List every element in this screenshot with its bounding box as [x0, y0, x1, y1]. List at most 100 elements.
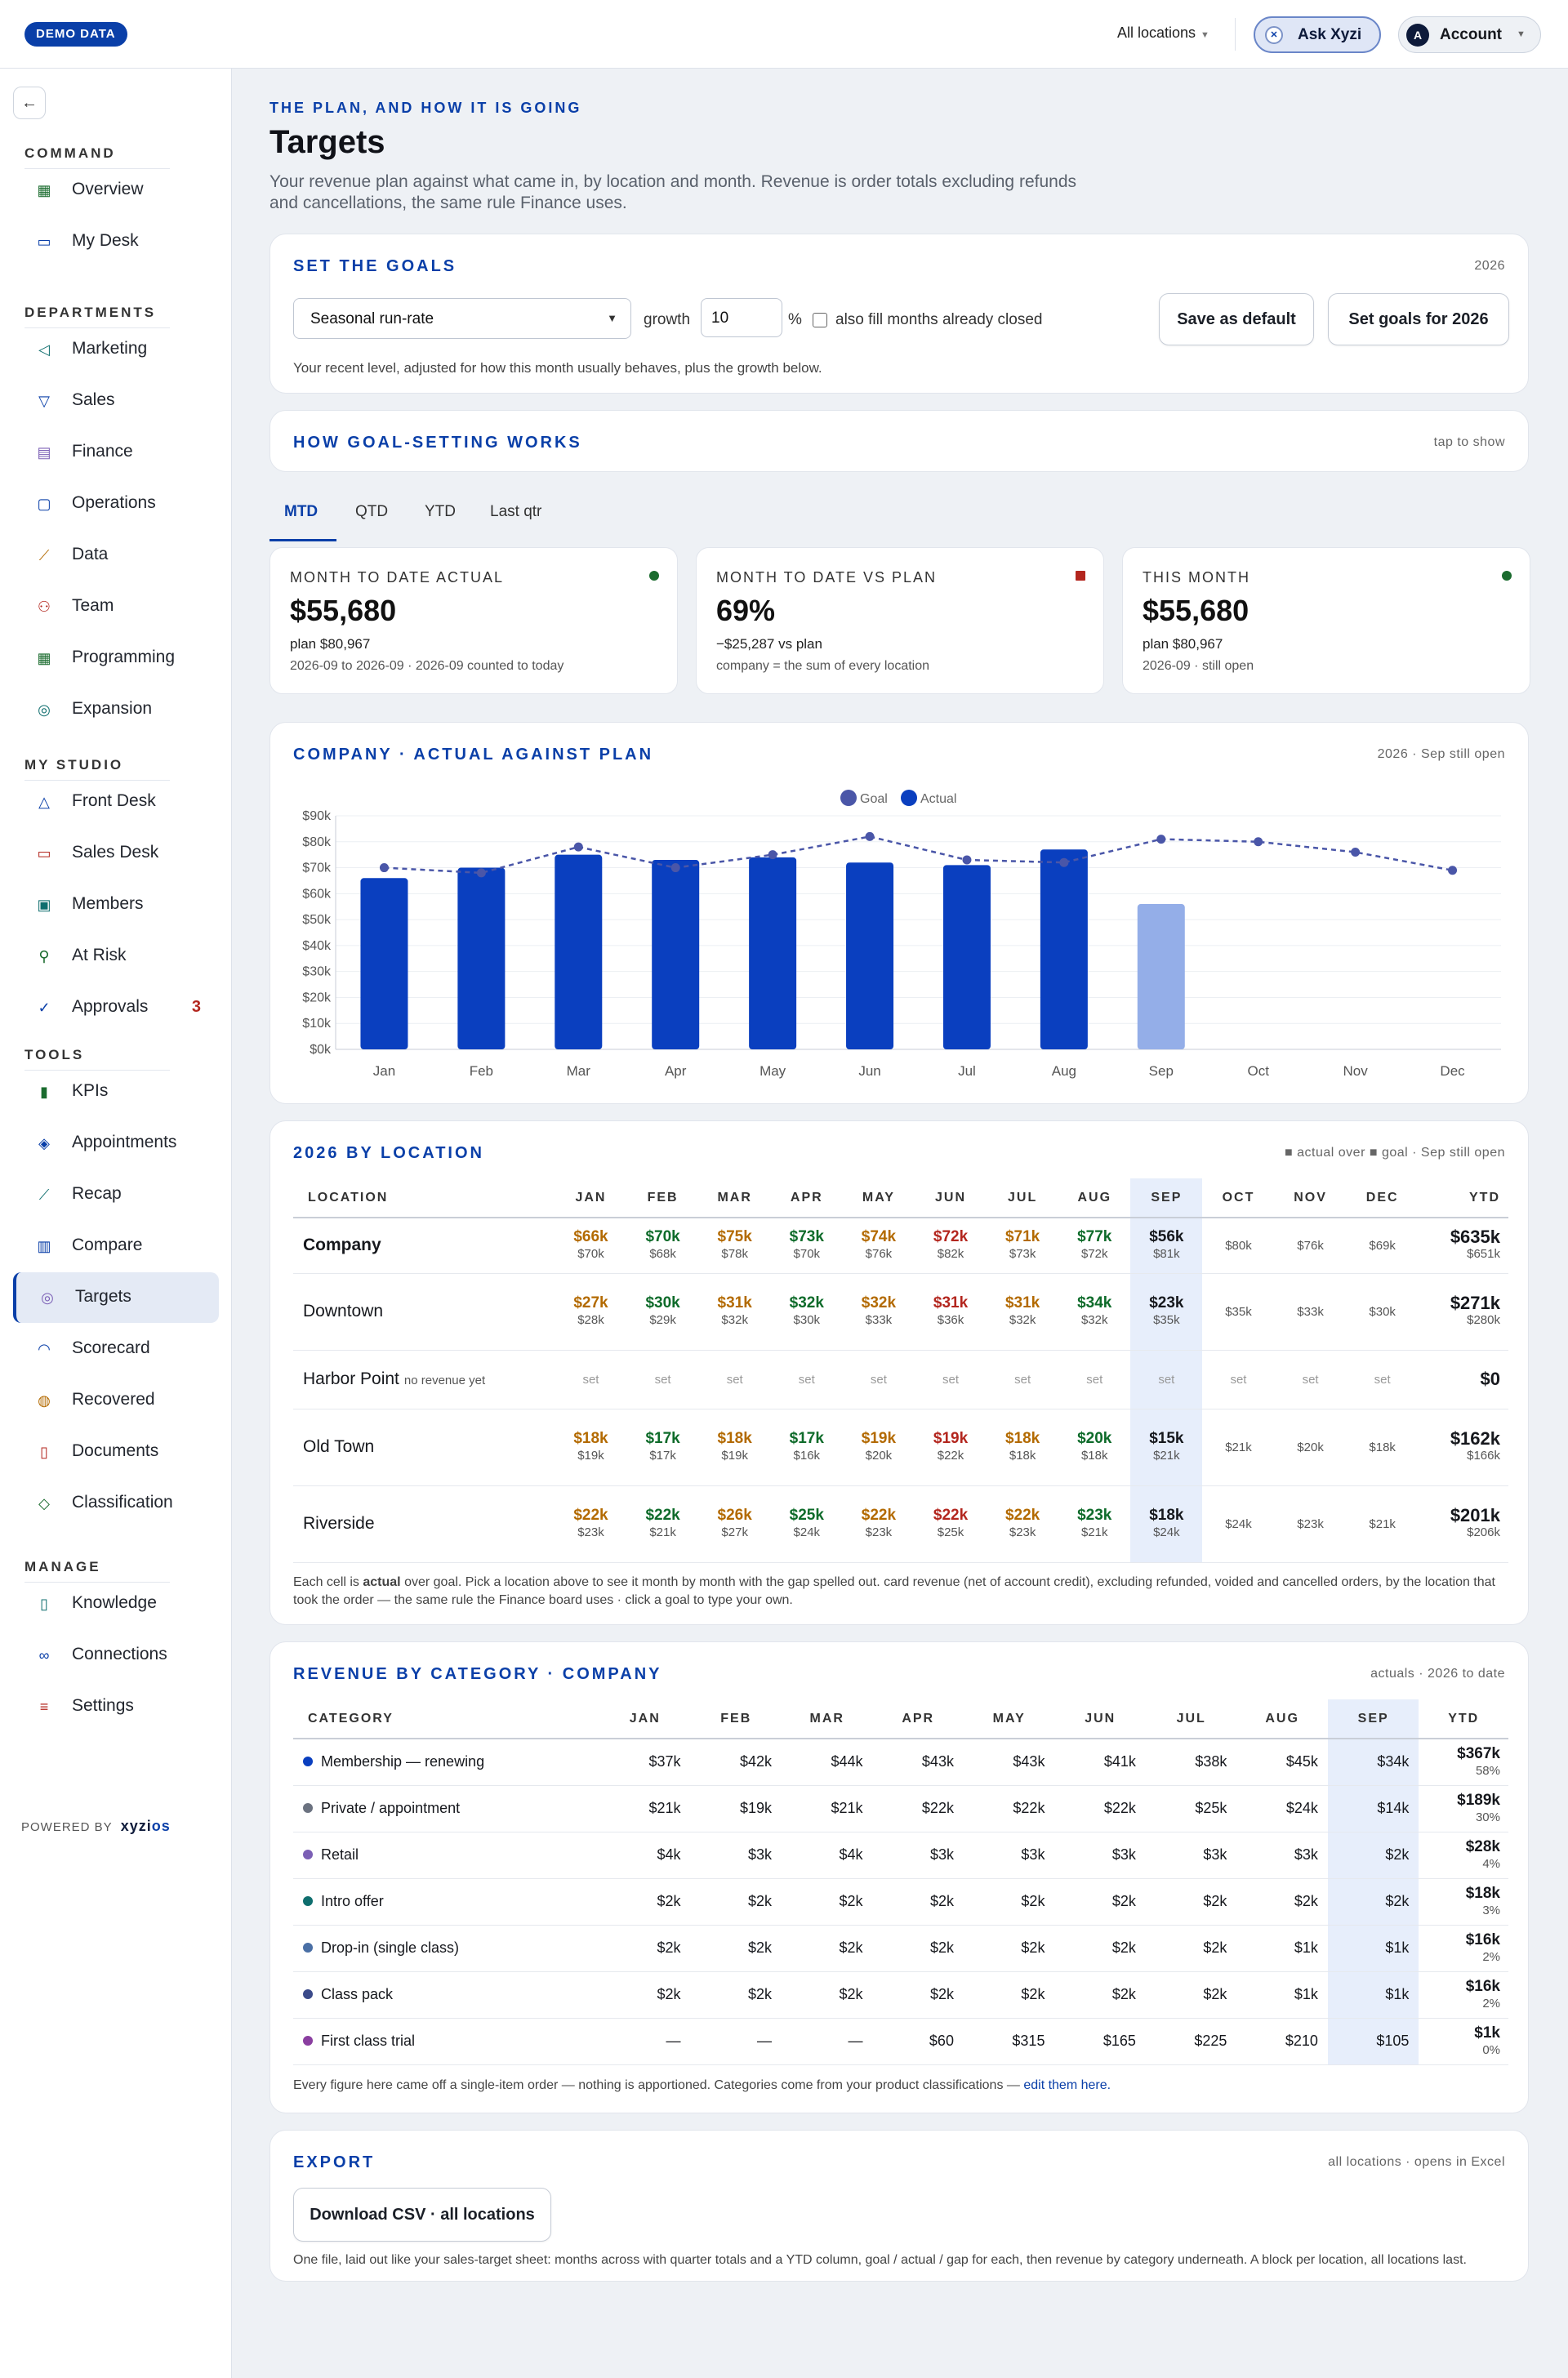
goal-value[interactable]: $30k	[793, 1313, 821, 1327]
actual-bar[interactable]	[1137, 904, 1185, 1049]
goal-value[interactable]: $32k	[1080, 1313, 1108, 1327]
month-cell[interactable]: set	[1346, 1350, 1419, 1409]
month-cell[interactable]: $71k $73k	[987, 1218, 1059, 1274]
month-cell[interactable]: $22k $23k	[987, 1485, 1059, 1563]
month-cell[interactable]: $18k	[1346, 1409, 1419, 1486]
goal-value[interactable]: $23k	[577, 1525, 604, 1539]
set-goal-link[interactable]: set	[1158, 1373, 1175, 1387]
sidebar-item-expansion[interactable]: ◎ Expansion	[13, 684, 219, 735]
tap-to-show[interactable]: tap to show	[1433, 435, 1505, 449]
month-cell[interactable]: $23k $35k	[1130, 1273, 1203, 1351]
goal-value[interactable]: $24k	[793, 1525, 821, 1539]
goal-value[interactable]: $21k	[1153, 1449, 1180, 1463]
goal-value[interactable]: $24k	[1225, 1517, 1252, 1531]
month-cell[interactable]: set	[987, 1350, 1059, 1409]
sidebar-item-recap[interactable]: ⟋ Recap	[13, 1169, 219, 1220]
table-row[interactable]: Harbor Point no revenue yet set set set set se…	[293, 1350, 1508, 1409]
sidebar-item-sales[interactable]: ▽ Sales	[13, 376, 219, 426]
goal-value[interactable]: $19k	[577, 1449, 604, 1463]
goal-value[interactable]: $69k	[1369, 1239, 1396, 1254]
goal-value[interactable]: $23k	[1009, 1525, 1036, 1539]
goal-value[interactable]: $23k	[1297, 1517, 1324, 1531]
month-cell[interactable]: $25k $24k	[770, 1485, 843, 1563]
sidebar-item-scorecard[interactable]: ◠ Scorecard	[13, 1324, 219, 1374]
sidebar-item-appointments[interactable]: ◈ Appointments	[13, 1118, 219, 1169]
month-cell[interactable]: $18k $19k	[555, 1409, 627, 1486]
sidebar-item-at-risk[interactable]: ⚲ At Risk	[13, 931, 219, 982]
tab-ytd[interactable]: YTD	[425, 503, 456, 520]
sidebar-item-finance[interactable]: ▤ Finance	[13, 427, 219, 478]
month-cell[interactable]: set	[770, 1350, 843, 1409]
actual-bar[interactable]	[942, 865, 991, 1049]
goal-value[interactable]: $21k	[1225, 1441, 1252, 1454]
edit-classifications-link[interactable]: edit them here.	[1023, 2078, 1111, 2092]
goal-point[interactable]	[1254, 837, 1263, 847]
month-cell[interactable]: $33k	[1274, 1273, 1347, 1351]
month-cell[interactable]: $56k $81k	[1130, 1218, 1203, 1274]
goal-value[interactable]: $18k	[1009, 1449, 1036, 1463]
month-cell[interactable]: $23k $21k	[1058, 1485, 1131, 1563]
month-cell[interactable]: $17k $17k	[626, 1409, 699, 1486]
set-goal-link[interactable]: set	[726, 1373, 743, 1387]
month-cell[interactable]: $32k $30k	[770, 1273, 843, 1351]
month-cell[interactable]: $15k $21k	[1130, 1409, 1203, 1486]
how-goal-setting-card[interactable]: HOW GOAL-SETTING WORKS tap to show	[270, 410, 1529, 472]
set-goal-link[interactable]: set	[942, 1373, 960, 1387]
month-cell[interactable]: $19k $22k	[914, 1409, 987, 1486]
goal-value[interactable]: $32k	[721, 1313, 748, 1327]
goal-value[interactable]: $28k	[577, 1313, 604, 1327]
sidebar-item-knowledge[interactable]: ▯ Knowledge	[13, 1579, 219, 1629]
month-cell[interactable]: $20k $18k	[1058, 1409, 1131, 1486]
month-cell[interactable]: $17k $16k	[770, 1409, 843, 1486]
location-selector[interactable]: All locations ▼	[1117, 24, 1209, 42]
sidebar-item-recovered[interactable]: ◍ Recovered	[13, 1375, 219, 1426]
growth-input[interactable]: 10	[701, 298, 782, 337]
month-cell[interactable]: $74k $76k	[842, 1218, 915, 1274]
table-row[interactable]: Retail $4k $3k $4k $3k $3k $3k $3k $3k $2k $28k 4%	[293, 1832, 1508, 1879]
month-cell[interactable]: $75k $78k	[698, 1218, 771, 1274]
goal-value[interactable]: $72k	[1080, 1247, 1108, 1262]
sidebar-item-front-desk[interactable]: △ Front Desk	[13, 777, 219, 827]
goal-point[interactable]	[1156, 835, 1166, 844]
sidebar-item-kpis[interactable]: ▮ KPIs	[13, 1067, 219, 1117]
sidebar-item-documents[interactable]: ▯ Documents	[13, 1427, 219, 1477]
month-cell[interactable]: set	[1058, 1350, 1131, 1409]
location-name-cell[interactable]: Company	[293, 1218, 555, 1274]
goal-value[interactable]: $24k	[1153, 1525, 1180, 1539]
goal-value[interactable]: $23k	[865, 1525, 893, 1539]
sidebar-item-connections[interactable]: ∞ Connections	[13, 1630, 219, 1681]
tab-last-qtr[interactable]: Last qtr	[490, 503, 542, 520]
month-cell[interactable]: $26k $27k	[698, 1485, 771, 1563]
month-cell[interactable]: $22k $21k	[626, 1485, 699, 1563]
month-cell[interactable]: $21k	[1346, 1485, 1419, 1563]
month-cell[interactable]: $72k $82k	[914, 1218, 987, 1274]
goal-point[interactable]	[476, 868, 486, 878]
sidebar-item-members[interactable]: ▣ Members	[13, 880, 219, 930]
goal-value[interactable]: $20k	[1297, 1441, 1324, 1454]
account-menu-button[interactable]: A Account ▼	[1398, 16, 1541, 53]
month-cell[interactable]: set	[1202, 1350, 1275, 1409]
month-cell[interactable]: $73k $70k	[770, 1218, 843, 1274]
table-row[interactable]: Intro offer $2k $2k $2k $2k $2k $2k $2k $2k $2k $1…	[293, 1878, 1508, 1926]
goal-method-select[interactable]: Seasonal run-rate ▼	[293, 298, 631, 339]
sidebar-item-targets[interactable]: ◎ Targets	[13, 1272, 219, 1323]
month-cell[interactable]: $69k	[1346, 1218, 1419, 1274]
month-cell[interactable]: $22k $25k	[914, 1485, 987, 1563]
month-cell[interactable]: set	[1130, 1350, 1203, 1409]
month-cell[interactable]: $35k	[1202, 1273, 1275, 1351]
table-row[interactable]: First class trial — — — $60 $315 $165 $225 $210 $…	[293, 2018, 1508, 2065]
month-cell[interactable]: $66k $70k	[555, 1218, 627, 1274]
goal-value[interactable]: $21k	[649, 1525, 676, 1539]
sidebar-item-overview[interactable]: ▦ Overview	[13, 165, 219, 216]
goal-value[interactable]: $35k	[1153, 1313, 1180, 1327]
month-cell[interactable]: $30k	[1346, 1273, 1419, 1351]
month-cell[interactable]: $19k $20k	[842, 1409, 915, 1486]
month-cell[interactable]: $18k $18k	[987, 1409, 1059, 1486]
month-cell[interactable]: set	[1274, 1350, 1347, 1409]
goal-value[interactable]: $18k	[1369, 1441, 1396, 1454]
month-cell[interactable]: $80k	[1202, 1218, 1275, 1274]
fill-closed-months-checkbox[interactable]	[813, 313, 827, 327]
goal-value[interactable]: $68k	[649, 1247, 676, 1262]
month-cell[interactable]: $31k $32k	[987, 1273, 1059, 1351]
month-cell[interactable]: set	[914, 1350, 987, 1409]
